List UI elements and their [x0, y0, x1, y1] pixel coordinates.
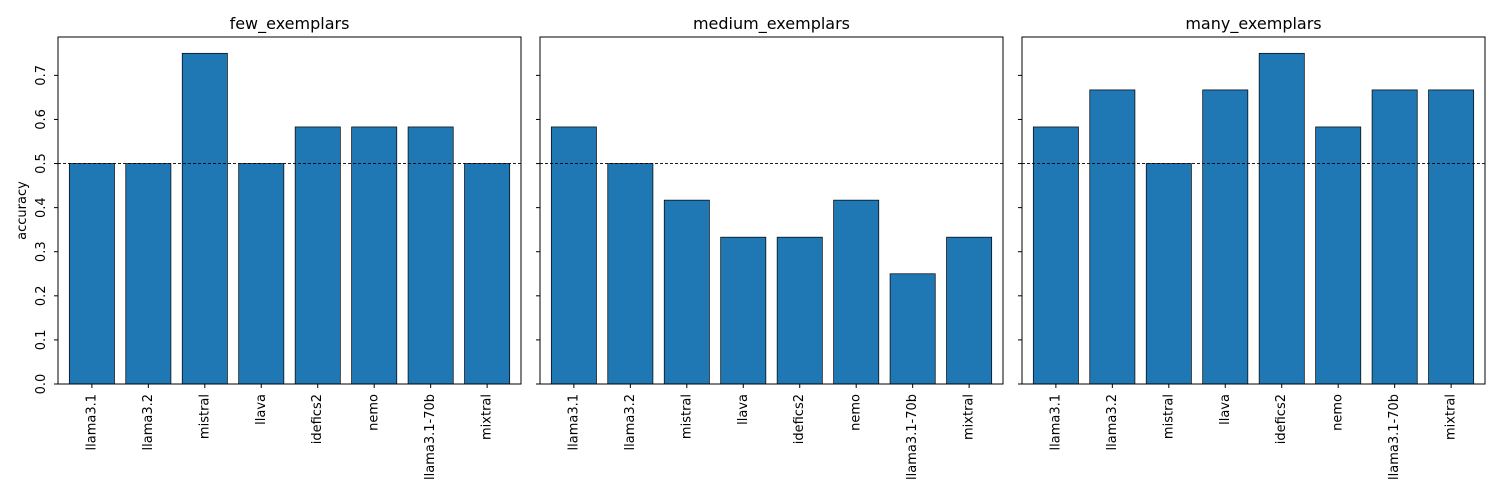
x-tick-label: llama3.1	[566, 394, 581, 451]
x-tick-label: llama3.1-70b	[423, 394, 438, 480]
plot-frame	[57, 36, 522, 385]
y-tick-label: 0.2	[34, 285, 49, 306]
x-tick-label: nemo	[1331, 394, 1346, 431]
bar-mixtral	[464, 163, 511, 385]
bar-llama3.1	[1032, 126, 1079, 385]
bar-llama3.1-70b	[407, 126, 454, 385]
x-tick-label: llama3.1	[84, 394, 99, 451]
x-tick-label: llava	[1218, 394, 1233, 425]
y-tick-label: 0.0	[34, 374, 49, 395]
x-tick-label: llama3.2	[141, 394, 156, 451]
bar-llava	[720, 236, 767, 385]
plot-frame	[1021, 36, 1486, 385]
x-tick-label: llama3.1	[1048, 394, 1063, 451]
bar-llama3.1	[68, 163, 115, 385]
y-axis-label: accuracy	[15, 181, 30, 240]
x-tick-label: mistral	[679, 394, 694, 439]
bar-nemo	[351, 126, 398, 385]
y-tick-label: 0.6	[34, 109, 49, 130]
x-tick-label: llama3.2	[1105, 394, 1120, 451]
x-tick-label: mistral	[197, 394, 212, 439]
x-tick-label: llava	[736, 394, 751, 425]
chart-panel-3: many_exemplars llama3.1 llama3.2 mistral lla…	[1018, 14, 1486, 480]
bar-mistral	[663, 199, 710, 385]
x-tick-label: nemo	[367, 394, 382, 431]
bar-mixtral	[946, 236, 993, 385]
x-tick-label: idefics2	[310, 394, 325, 444]
bar-llama3.2	[607, 163, 654, 385]
bar-llama3.1	[550, 126, 597, 385]
y-tick-label: 0.7	[34, 65, 49, 86]
x-tick-label: mistral	[1161, 394, 1176, 439]
bar-llama3.2	[125, 163, 172, 385]
y-tick-label: 0.3	[34, 241, 49, 262]
x-tick-label: mixtral	[480, 394, 495, 440]
x-tick-label: idefics2	[1274, 394, 1289, 444]
bar-llava	[238, 163, 285, 385]
x-tick-label: llava	[254, 394, 269, 425]
panel-title: medium_exemplars	[693, 14, 850, 34]
bar-mixtral	[1428, 89, 1475, 385]
chart-panel-1: few_exemplars llama3.1 llama3.2 mistral llav…	[15, 14, 522, 480]
bar-llama3.1-70b	[1371, 89, 1418, 385]
bar-mistral	[1145, 163, 1192, 385]
y-tick-label: 0.1	[34, 330, 49, 351]
bar-idefics2	[1258, 52, 1305, 385]
y-tick-label: 0.4	[34, 197, 49, 218]
x-tick-label: idefics2	[792, 394, 807, 444]
plot-frame	[539, 36, 1004, 385]
bar-llama3.2	[1089, 89, 1136, 385]
x-tick-label: llama3.2	[623, 394, 638, 451]
bar-idefics2	[294, 126, 341, 385]
bar-llama3.1-70b	[889, 273, 936, 385]
panel-title: few_exemplars	[230, 14, 350, 34]
x-tick-label: nemo	[849, 394, 864, 431]
x-tick-label: llama3.1-70b	[905, 394, 920, 480]
x-tick-label: mixtral	[962, 394, 977, 440]
panel-title: many_exemplars	[1185, 14, 1321, 34]
bar-mistral	[181, 52, 228, 385]
bar-idefics2	[776, 236, 823, 385]
bar-nemo	[1315, 126, 1362, 385]
bar-nemo	[833, 199, 880, 385]
x-tick-label: mixtral	[1444, 394, 1459, 440]
y-tick-label: 0.5	[34, 153, 49, 174]
x-tick-label: llama3.1-70b	[1387, 394, 1402, 480]
chart-panel-2: medium_exemplars llama3.1 llama3.2 mistral l…	[536, 14, 1004, 480]
bar-llava	[1202, 89, 1249, 385]
